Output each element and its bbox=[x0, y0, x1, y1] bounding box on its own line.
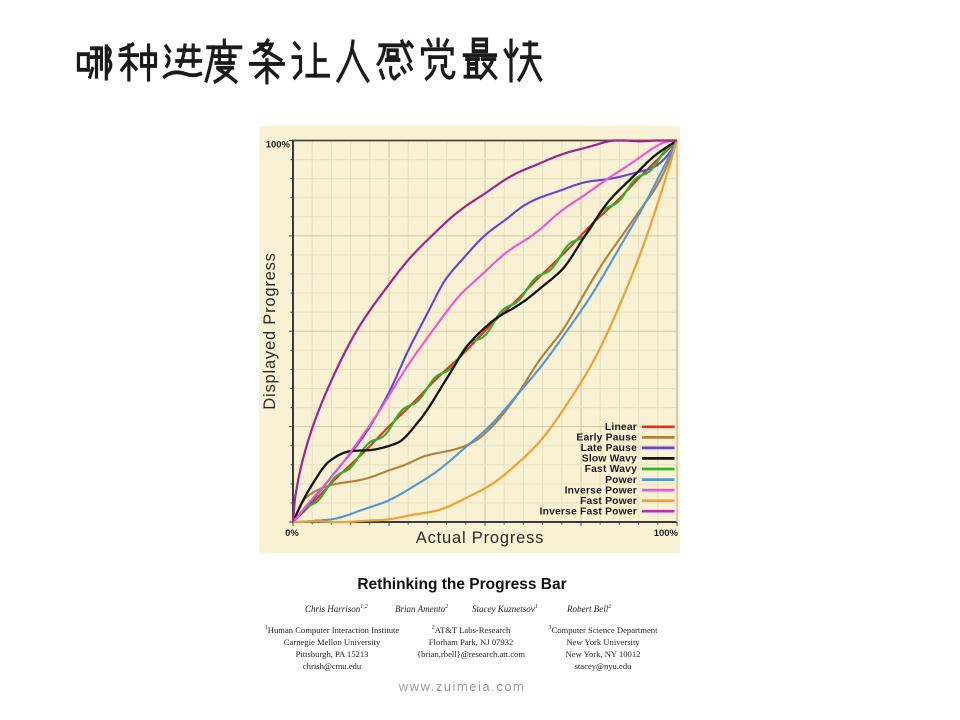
svg-text:0%: 0% bbox=[285, 528, 299, 539]
svg-text:Linear: Linear bbox=[605, 422, 637, 433]
svg-text:Fast Power: Fast Power bbox=[580, 496, 637, 507]
svg-text:Fast Wavy: Fast Wavy bbox=[585, 464, 637, 475]
svg-text:Inverse Fast Power: Inverse Fast Power bbox=[540, 506, 637, 517]
svg-text:Slow Wavy: Slow Wavy bbox=[582, 454, 637, 465]
svg-text:Early Pause: Early Pause bbox=[576, 433, 637, 444]
svg-text:Power: Power bbox=[605, 475, 637, 486]
svg-text:Displayed Progress: Displayed Progress bbox=[261, 252, 279, 409]
svg-text:Late Pause: Late Pause bbox=[581, 443, 637, 454]
svg-text:Actual Progress: Actual Progress bbox=[416, 529, 544, 547]
svg-text:100%: 100% bbox=[654, 528, 679, 539]
svg-text:Inverse Power: Inverse Power bbox=[565, 485, 637, 496]
svg-text:100%: 100% bbox=[266, 140, 291, 151]
